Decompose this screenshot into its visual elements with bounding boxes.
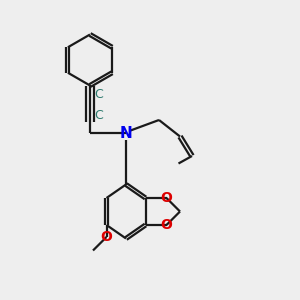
Text: O: O bbox=[160, 191, 172, 205]
Text: O: O bbox=[160, 218, 172, 232]
Text: O: O bbox=[100, 230, 112, 244]
Text: C: C bbox=[94, 109, 103, 122]
Text: N: N bbox=[120, 126, 132, 141]
Text: C: C bbox=[94, 88, 103, 101]
